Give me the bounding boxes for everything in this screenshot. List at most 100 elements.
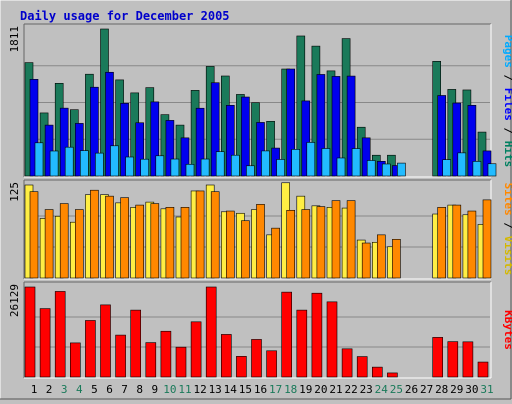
bar-pages-day-23 [366,160,376,177]
bar-sites-day-31 [482,199,492,279]
bar-sites-day-24 [376,234,386,279]
bar-files-day-18 [286,68,296,177]
bar-pages-day-17 [276,159,285,177]
bar-pages-day-3 [64,146,74,177]
bar-pages-day-14 [231,154,240,177]
x-axis-day-labels: 1 2 3 4 5 6 7 8 9 10 11 12 13 14 15 16 17 18 19 20 21 22 23 24 2… [31,383,494,396]
bar-kbytes-day-24 [371,366,383,378]
bar-files-day-10 [165,120,175,177]
x-tick-label-day-30: 30 [465,383,478,396]
bar-sites-day-20 [316,206,326,279]
chart-title: Daily usage for December 2005 [20,9,230,23]
bar-sites-day-19 [301,209,311,279]
bar-pages-day-29 [457,152,467,177]
bar-kbytes-day-25 [387,372,398,378]
bar-pages-day-21 [336,157,346,177]
bar-sites-day-4 [75,209,84,279]
y-max-label: 1811 [8,26,21,53]
bar-sites-day-30 [467,210,477,279]
bar-kbytes-day-12 [190,321,202,378]
bar-sites-day-16 [256,204,265,279]
x-tick-label-day-21: 21 [329,383,342,396]
axis-legend-part: Pages [502,35,512,68]
bar-sites-day-18 [286,209,296,279]
bar-sites-day-11 [180,207,190,279]
bar-sites-day-6 [105,195,114,279]
bar-pages-day-9 [155,155,165,177]
x-tick-label-day-1: 1 [31,383,38,396]
bar-kbytes-day-1 [24,286,36,378]
x-tick-label-day-17: 17 [269,383,282,396]
x-tick-label-day-12: 12 [193,383,206,396]
x-tick-label-day-31: 31 [480,383,493,396]
bar-files-day-19 [301,100,311,177]
bar-files-day-6 [105,71,114,177]
chart-panels: 1811 Pages / Files / Hits 125 Sites / Visit… [8,23,512,379]
x-tick-label-day-26: 26 [405,383,418,396]
x-tick-label-day-28: 28 [435,383,448,396]
bar-kbytes-day-16 [251,339,262,378]
axis-legend-part: Visits [502,236,512,276]
bar-kbytes-day-23 [356,356,368,378]
bar-pages-day-19 [306,142,316,177]
bar-kbytes-day-4 [70,342,81,378]
bar-pages-day-20 [321,148,331,177]
x-tick-label-day-9: 9 [151,383,158,396]
axis-legend-part: KBytes [502,310,512,350]
bar-pages-day-12 [200,158,210,177]
bar-files-day-16 [256,122,265,177]
bar-kbytes-day-29 [447,341,459,378]
bar-sites-day-22 [346,200,356,279]
bar-kbytes-day-8 [130,309,141,378]
x-tick-label-day-22: 22 [344,383,357,396]
bar-pages-day-5 [95,152,104,177]
bar-kbytes-day-18 [281,291,293,378]
bar-files-day-8 [135,122,144,177]
x-tick-label-day-20: 20 [314,383,327,396]
bar-sites-day-2 [44,209,54,279]
bar-files-day-4 [75,123,84,177]
bar-sites-day-7 [120,197,129,279]
bar-sites-day-25 [392,239,401,279]
bar-kbytes-day-22 [341,348,353,378]
x-tick-label-day-10: 10 [163,383,176,396]
axis-legend-label: Sites / Visits [502,183,512,276]
x-tick-label-day-15: 15 [239,383,252,396]
bar-sites-day-12 [195,190,205,279]
x-tick-label-day-18: 18 [284,383,297,396]
bar-files-day-29 [452,102,462,177]
bar-kbytes-day-13 [205,286,217,378]
bar-kbytes-day-31 [477,361,489,378]
x-tick-label-day-27: 27 [420,383,433,396]
bar-kbytes-day-6 [100,304,111,378]
axis-legend-part: / [502,121,512,141]
bar-pages-day-4 [80,150,89,177]
bar-pages-day-18 [291,149,301,177]
bar-pages-day-24 [381,163,391,177]
x-tick-label-day-3: 3 [61,383,68,396]
bar-pages-day-10 [170,158,180,177]
bar-sites-day-21 [331,200,341,279]
bar-kbytes-day-30 [462,341,474,378]
bar-pages-day-22 [351,148,361,177]
bar-kbytes-day-9 [145,342,157,378]
bar-pages-day-30 [472,161,482,177]
bar-sites-day-23 [361,242,371,279]
bar-kbytes-day-5 [85,320,96,378]
bar-kbytes-day-14 [221,334,232,378]
bar-kbytes-day-15 [236,356,247,378]
bar-sites-day-13 [210,191,220,279]
bar-files-day-14 [226,105,235,177]
axis-legend-part: Files [502,88,512,121]
x-tick-label-day-2: 2 [46,383,53,396]
bar-kbytes-day-19 [296,309,308,378]
bar-pages-day-15 [246,165,255,177]
bar-pages-day-6 [110,145,119,177]
bar-files-day-5 [90,86,99,177]
axis-legend-label: KBytes [502,310,512,350]
bar-kbytes-day-3 [54,291,66,378]
x-tick-label-day-16: 16 [254,383,267,396]
x-tick-label-day-7: 7 [121,383,128,396]
x-tick-label-day-4: 4 [76,383,83,396]
bar-pages-day-28 [442,159,452,177]
